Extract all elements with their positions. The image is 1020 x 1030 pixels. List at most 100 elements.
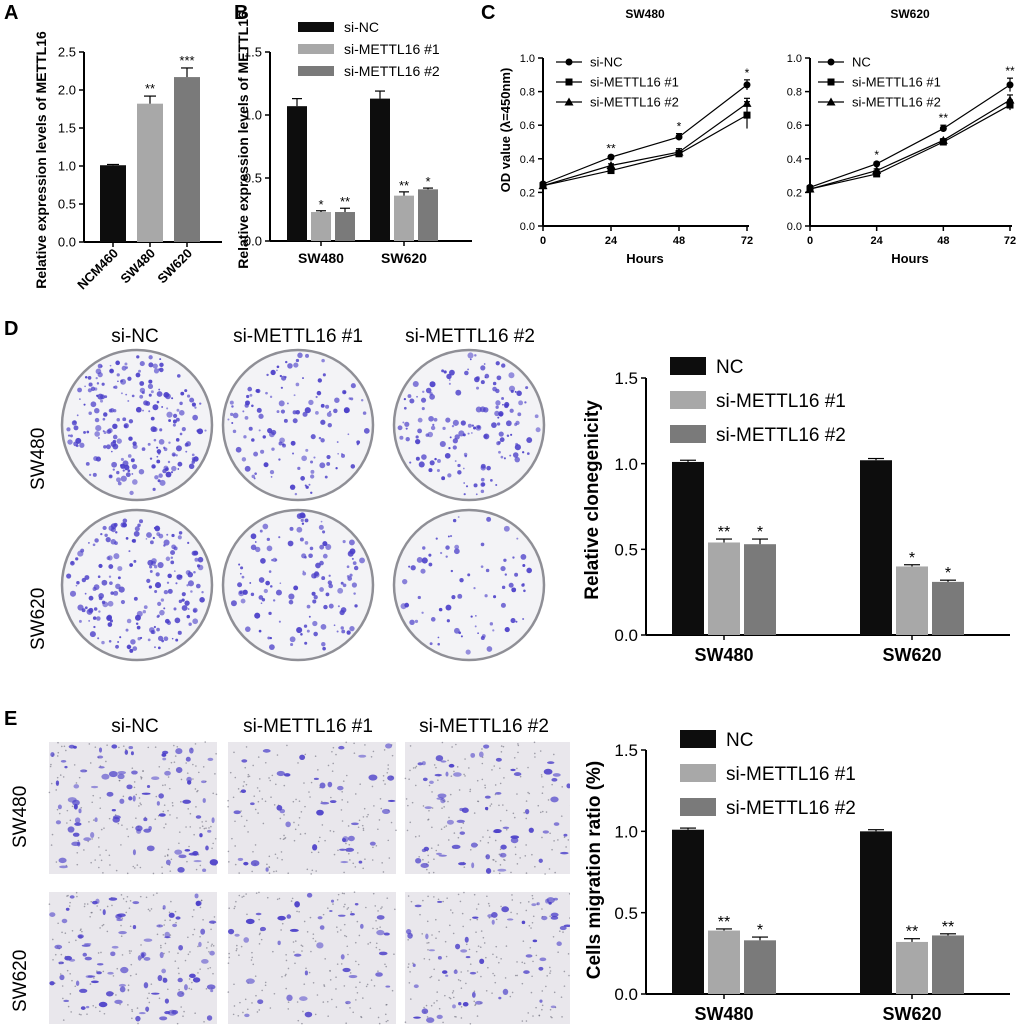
- membrane-pore: [457, 978, 460, 981]
- migrated-cell: [472, 991, 476, 998]
- colony-dot: [180, 391, 185, 396]
- colony-dot: [303, 624, 308, 628]
- colony-dot: [100, 532, 103, 536]
- colony-dot: [410, 565, 416, 571]
- migrated-cell: [415, 858, 422, 864]
- colony-dot: [278, 536, 281, 539]
- migrated-cell: [145, 1006, 150, 1012]
- colony-dot: [289, 526, 294, 531]
- colony-dot: [100, 399, 104, 403]
- membrane-pore: [378, 1022, 381, 1025]
- migrated-cell: [285, 821, 291, 828]
- membrane-pore: [469, 849, 472, 851]
- migrated-cell: [208, 920, 217, 924]
- membrane-pore: [131, 1010, 134, 1013]
- colony-dot: [321, 641, 326, 647]
- c2-series-line-2: [809, 104, 1011, 190]
- membrane-pore: [476, 971, 479, 973]
- membrane-pore: [332, 746, 335, 749]
- colony-dot: [145, 401, 151, 406]
- membrane-pore: [293, 821, 295, 824]
- membrane-pore: [60, 745, 63, 748]
- membrane-pore: [344, 903, 346, 906]
- colony-dot: [409, 461, 412, 464]
- colony-dot: [418, 461, 425, 468]
- membrane-pore: [493, 870, 495, 872]
- membrane-pore: [499, 767, 501, 770]
- c1-point-square: [607, 167, 615, 175]
- colony-dot: [326, 454, 331, 460]
- colony-dot: [485, 568, 490, 573]
- colony-dot: [522, 617, 525, 621]
- colony-dot: [178, 410, 185, 416]
- colony-dot: [430, 425, 436, 431]
- colony-dot: [310, 434, 316, 440]
- colony-dot: [179, 401, 183, 406]
- b-significance-label: **: [340, 194, 350, 209]
- colony-dot: [511, 587, 517, 593]
- colony-dot: [501, 363, 506, 368]
- colony-dot: [473, 483, 478, 488]
- membrane-pore: [195, 868, 198, 871]
- membrane-pore: [341, 820, 344, 822]
- colony-dot: [299, 512, 306, 519]
- membrane-pore: [55, 789, 58, 791]
- c1-y-axis-label: OD value (λ=450nm): [498, 68, 513, 193]
- membrane-pore: [227, 991, 230, 993]
- colony-dot: [265, 580, 270, 586]
- colony-dot: [475, 424, 482, 431]
- colony-dot: [89, 631, 96, 638]
- membrane-pore: [327, 907, 329, 909]
- migrated-cell: [319, 925, 325, 930]
- membrane-pore: [89, 983, 92, 985]
- membrane-pore: [337, 849, 339, 852]
- migrated-cell: [483, 744, 490, 749]
- colony-dot: [154, 590, 158, 594]
- migrated-cell: [471, 862, 475, 869]
- membrane-pore: [205, 827, 207, 829]
- colony-dot: [343, 407, 350, 414]
- membrane-pore: [99, 927, 101, 929]
- membrane-pore: [99, 797, 102, 799]
- colony-dot: [115, 531, 118, 534]
- membrane-pore: [353, 891, 356, 893]
- colony-dot: [495, 483, 498, 486]
- migrated-cell: [387, 775, 395, 781]
- membrane-pore: [279, 837, 282, 840]
- membrane-pore: [187, 808, 190, 810]
- colony-dot: [111, 461, 118, 468]
- colony-dot: [127, 454, 132, 458]
- colony-dot: [154, 646, 156, 649]
- colony-dot: [500, 602, 506, 608]
- membrane-pore: [534, 752, 536, 755]
- membrane-pore: [102, 923, 105, 926]
- membrane-pore: [527, 1012, 530, 1014]
- membrane-pore: [431, 934, 433, 936]
- membrane-pore: [128, 907, 131, 909]
- migrated-cell: [111, 808, 116, 812]
- colony-dot: [516, 390, 522, 397]
- membrane-pore: [251, 956, 253, 959]
- colony-dot: [351, 582, 358, 588]
- membrane-pore: [92, 1004, 95, 1007]
- migrated-cell: [502, 988, 509, 996]
- colony-dot: [463, 482, 466, 484]
- a-y-tick-label: 0.0: [58, 235, 76, 250]
- migrated-cell: [111, 945, 119, 949]
- migrated-cell: [233, 810, 241, 815]
- membrane-pore: [96, 905, 98, 907]
- chart-d-clonegenicity: 0.00.51.01.5** *SW480**SW620NCsi-METTL16 …: [582, 357, 1010, 665]
- colony-dot: [409, 619, 415, 626]
- membrane-pore: [169, 870, 172, 872]
- membrane-pore: [99, 854, 101, 856]
- colony-dot: [263, 462, 269, 468]
- colony-dot: [429, 394, 435, 400]
- migrated-cell: [192, 851, 199, 856]
- colony-dot: [276, 365, 280, 369]
- membrane-pore: [120, 935, 123, 938]
- membrane-pore: [363, 807, 366, 810]
- membrane-pore: [240, 945, 243, 948]
- colony-dot: [166, 581, 170, 584]
- membrane-pore: [453, 770, 455, 773]
- colony-dot: [445, 545, 450, 550]
